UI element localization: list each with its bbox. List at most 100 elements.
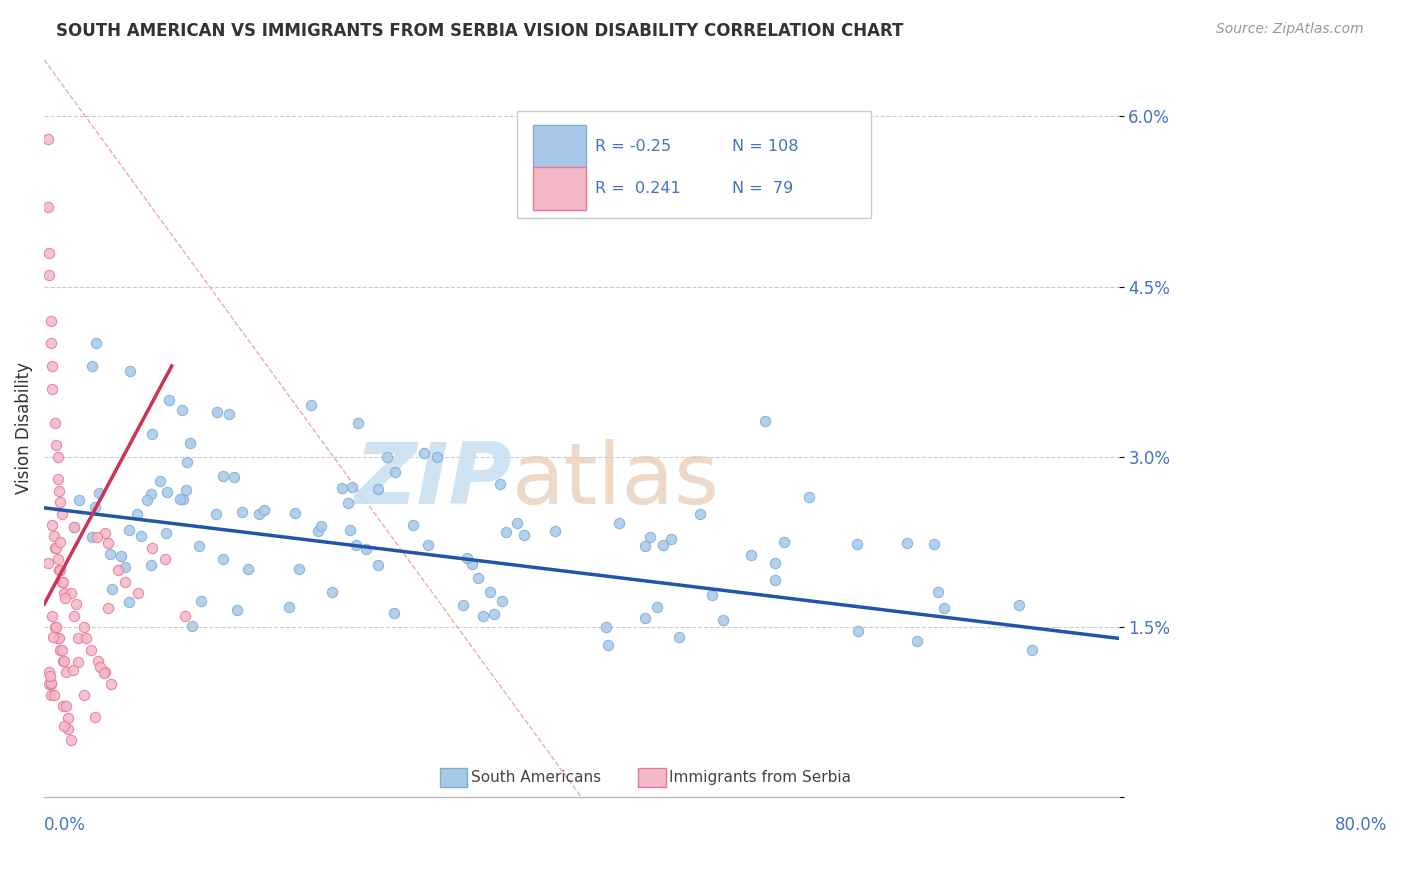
Point [41, 382, 63, 396]
Point [346, 416, 368, 430]
Point [73, 688, 96, 702]
Point [402, 517, 425, 532]
Point [53, 591, 76, 605]
Point [135, 492, 157, 507]
Point [46, 450, 69, 464]
Point [41, 359, 63, 373]
Point [38, 677, 60, 691]
Point [37, 556, 59, 570]
Point [633, 611, 655, 625]
Point [478, 584, 501, 599]
Point [98, 548, 121, 562]
Point [180, 619, 202, 633]
Point [118, 364, 141, 378]
Point [38, 245, 60, 260]
Point [49, 642, 72, 657]
Point [45, 438, 67, 452]
Point [41, 517, 63, 532]
FancyBboxPatch shape [638, 768, 666, 787]
Point [905, 634, 928, 648]
Point [544, 524, 567, 538]
Point [48, 563, 70, 577]
Point [63, 520, 86, 534]
Point [52, 574, 75, 589]
Point [340, 480, 363, 494]
Point [645, 600, 668, 615]
Point [773, 534, 796, 549]
Point [44, 541, 66, 555]
Point [157, 392, 180, 407]
Point [93, 666, 115, 681]
Point [156, 484, 179, 499]
Point [659, 532, 682, 546]
Point [80, 359, 103, 373]
Point [412, 446, 434, 460]
Point [212, 552, 235, 566]
Point [62, 663, 84, 677]
Point [49, 535, 72, 549]
Point [62, 520, 84, 534]
Point [42, 529, 65, 543]
Point [172, 492, 194, 507]
Point [711, 613, 734, 627]
Point [51, 642, 73, 657]
Point [53, 654, 76, 668]
FancyBboxPatch shape [440, 768, 467, 787]
Point [652, 538, 675, 552]
Point [344, 538, 367, 552]
Point [46, 552, 69, 566]
Point [596, 638, 619, 652]
Point [83, 710, 105, 724]
Point [51, 574, 73, 589]
Point [927, 585, 949, 599]
Point [127, 586, 149, 600]
Point [489, 476, 512, 491]
Text: R =  0.241: R = 0.241 [595, 181, 681, 196]
Point [382, 606, 405, 620]
Point [41, 608, 63, 623]
Text: Source: ZipAtlas.com: Source: ZipAtlas.com [1216, 22, 1364, 37]
Point [118, 523, 141, 537]
Text: ZIP: ZIP [354, 439, 512, 522]
FancyBboxPatch shape [533, 167, 586, 211]
Point [461, 557, 484, 571]
Point [55, 699, 77, 714]
Point [101, 582, 124, 597]
Point [59, 586, 82, 600]
Point [45, 620, 67, 634]
Text: Immigrants from Serbia: Immigrants from Serbia [669, 770, 852, 785]
Point [170, 403, 193, 417]
Point [332, 481, 354, 495]
Point [58, 722, 80, 736]
Point [141, 487, 163, 501]
Point [97, 536, 120, 550]
Point [55, 665, 77, 680]
Point [763, 556, 786, 570]
Point [42, 688, 65, 702]
Point [48, 632, 70, 646]
Point [321, 584, 343, 599]
Point [51, 507, 73, 521]
Point [416, 538, 439, 552]
Point [52, 719, 75, 733]
Point [66, 632, 89, 646]
Point [763, 574, 786, 588]
Point [39, 336, 62, 351]
Point [39, 668, 62, 682]
Point [38, 665, 60, 680]
Point [453, 599, 475, 613]
Point [107, 563, 129, 577]
Point [367, 558, 389, 572]
Point [52, 654, 75, 668]
Point [846, 537, 869, 551]
Point [39, 313, 62, 327]
Point [222, 469, 245, 483]
Point [46, 473, 69, 487]
Text: N = 108: N = 108 [731, 139, 799, 154]
Point [141, 541, 163, 555]
Point [238, 562, 260, 576]
Point [309, 519, 332, 533]
Point [467, 571, 489, 585]
Point [45, 541, 67, 555]
Point [100, 677, 122, 691]
